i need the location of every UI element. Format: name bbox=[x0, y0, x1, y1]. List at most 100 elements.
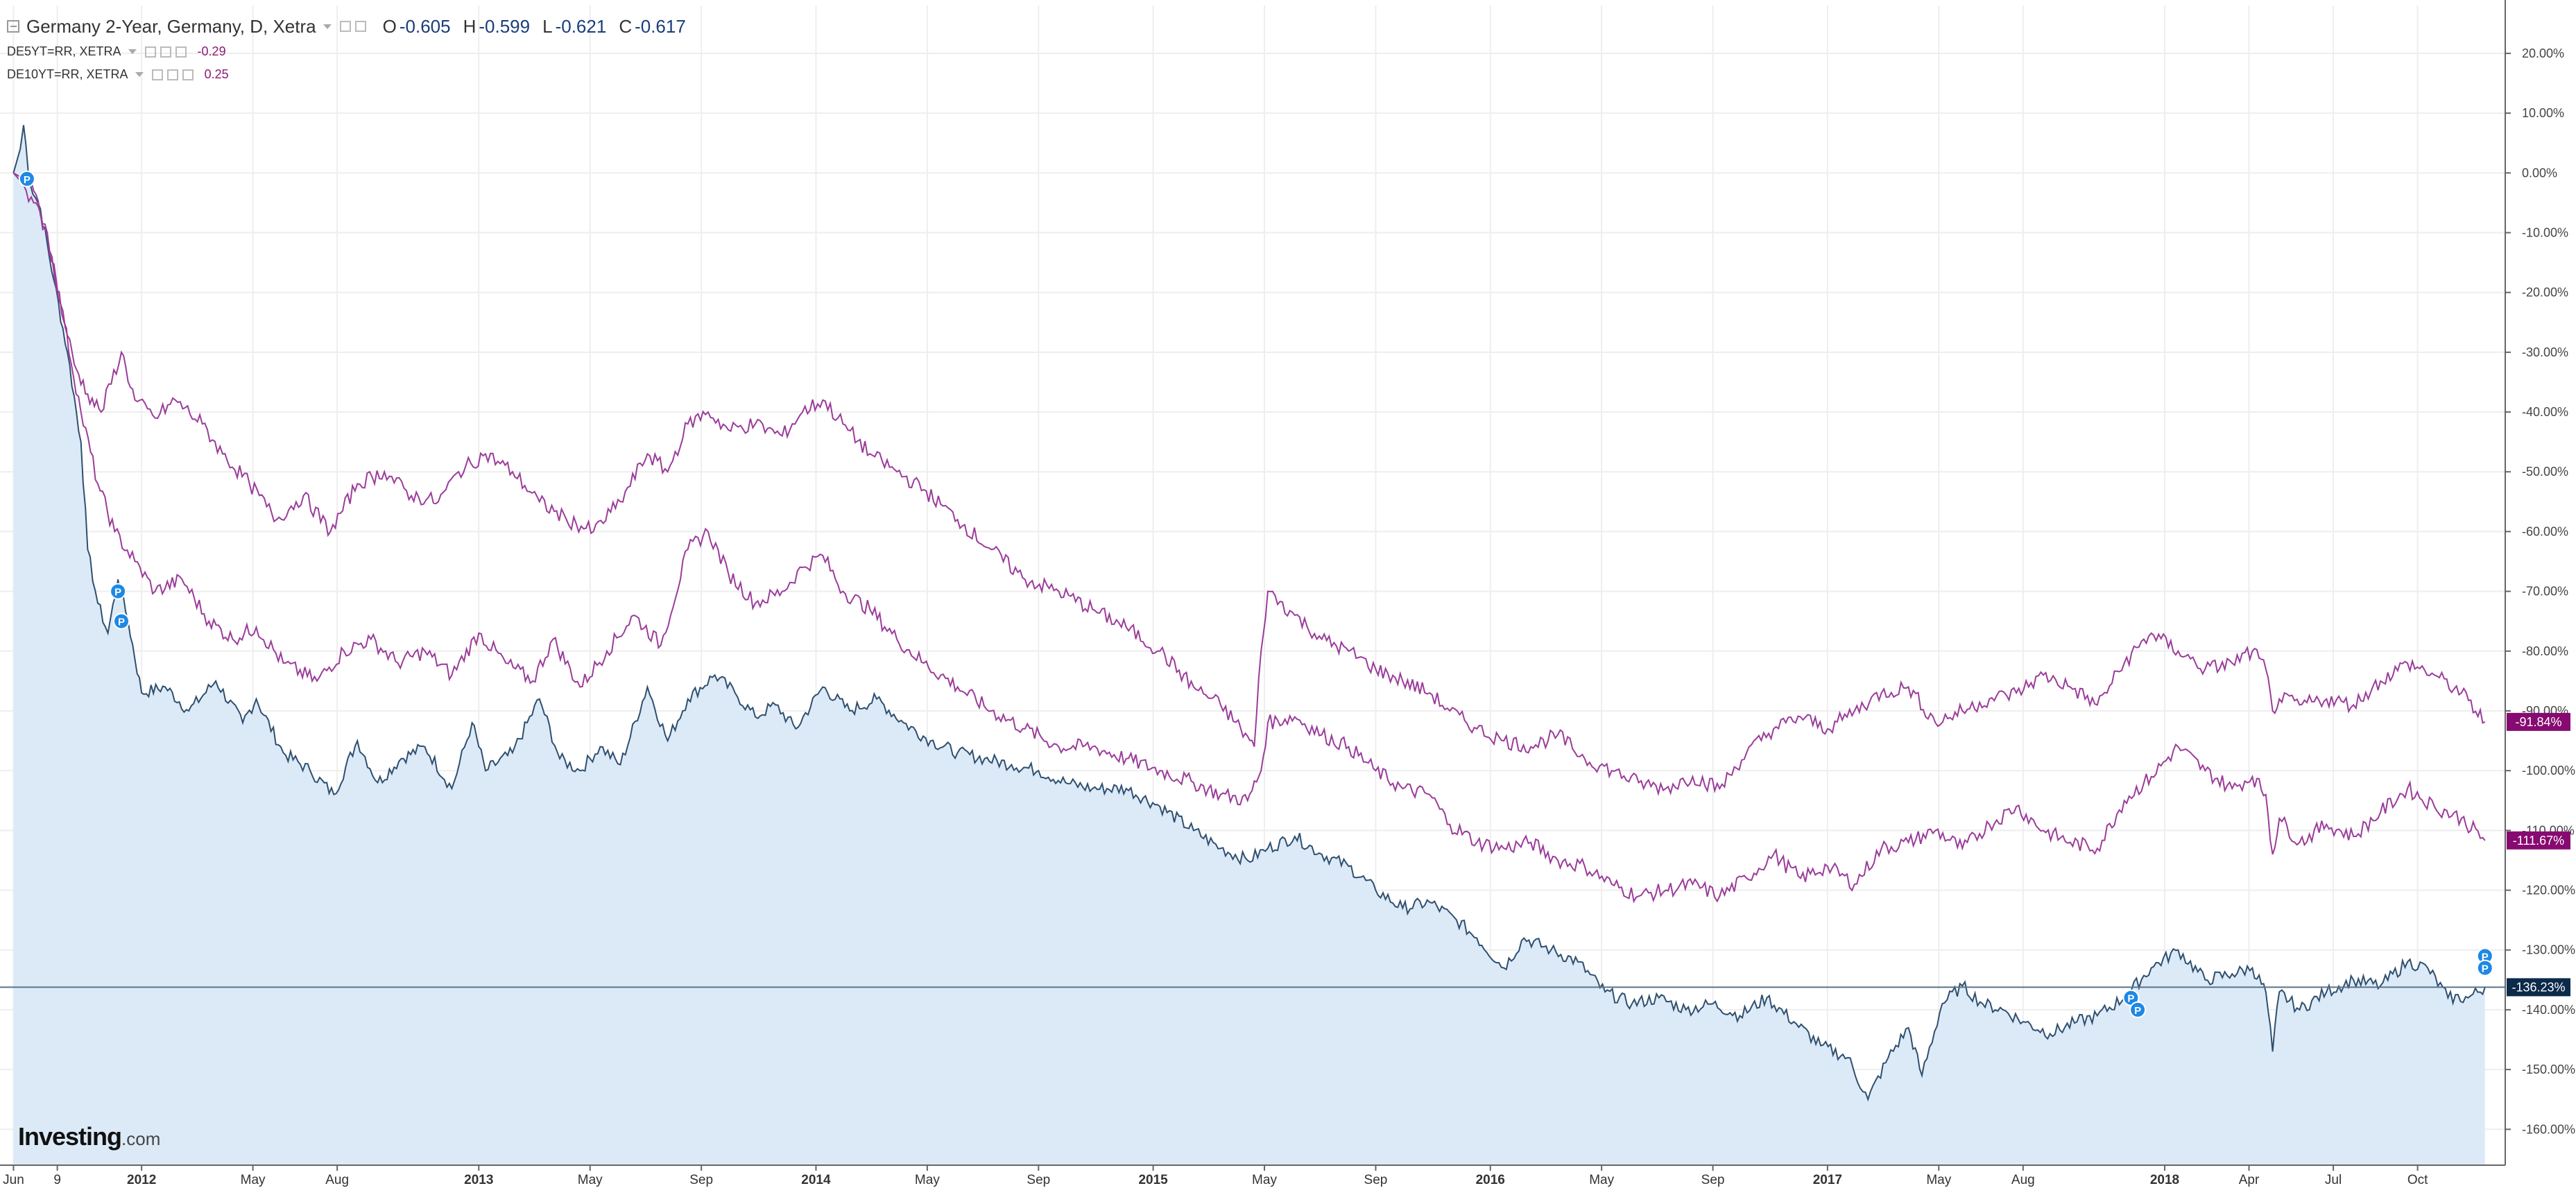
event-marker-label: P bbox=[24, 174, 31, 186]
chevron-down-icon[interactable] bbox=[323, 24, 332, 29]
compare-series-value: 0.25 bbox=[204, 67, 229, 81]
y-tick-label: -40.00% bbox=[2522, 405, 2568, 419]
y-tick-label: -80.00% bbox=[2522, 644, 2568, 658]
ohlc-low-key: L bbox=[542, 15, 553, 37]
series-line-compare bbox=[12, 172, 2486, 904]
y-tick-label: -50.00% bbox=[2522, 465, 2568, 479]
y-tick-label: -70.00% bbox=[2522, 585, 2568, 599]
chevron-down-icon[interactable] bbox=[135, 72, 144, 77]
y-tick-label: -160.00% bbox=[2522, 1122, 2575, 1136]
ohlc-low-value: -0.621 bbox=[555, 15, 607, 37]
series-line-main bbox=[12, 125, 2486, 1102]
event-marker-label: P bbox=[118, 617, 125, 628]
last-value-label: -111.67% bbox=[2513, 834, 2564, 848]
hide-icon[interactable] bbox=[354, 21, 366, 32]
x-tick-label: 2012 bbox=[127, 1173, 156, 1187]
y-tick-label: -140.00% bbox=[2522, 1003, 2575, 1017]
ohlc-high-value: -0.599 bbox=[479, 15, 531, 37]
x-tick-label: 2014 bbox=[801, 1173, 831, 1187]
event-marker-icon[interactable]: P bbox=[110, 583, 127, 600]
legend: Germany 2-Year, Germany, D, Xetra O -0.6… bbox=[7, 12, 686, 86]
compare-series-name[interactable]: DE10YT=RR, XETRA bbox=[7, 67, 128, 81]
x-tick-label: Apr bbox=[2239, 1173, 2260, 1187]
x-tick-label: 2018 bbox=[2150, 1173, 2179, 1187]
event-marker-circle bbox=[110, 583, 127, 600]
collapse-legend-icon[interactable] bbox=[7, 20, 19, 33]
event-marker-label: P bbox=[2482, 963, 2489, 975]
x-tick-label: Aug bbox=[2011, 1173, 2035, 1187]
series-area-fill bbox=[13, 125, 2485, 1165]
x-tick-label: May bbox=[1926, 1173, 1951, 1187]
x-tick-label: Jun bbox=[3, 1173, 24, 1187]
x-tick-label: May bbox=[915, 1173, 940, 1187]
y-tick-label: -60.00% bbox=[2522, 524, 2568, 538]
event-marker-circle bbox=[2476, 959, 2493, 977]
x-tick-label: May bbox=[241, 1173, 266, 1187]
x-tick-label: 2015 bbox=[1138, 1173, 1168, 1187]
chevron-down-icon[interactable] bbox=[128, 49, 137, 54]
y-tick-label: -130.00% bbox=[2522, 943, 2575, 957]
y-tick-label: -100.00% bbox=[2522, 764, 2575, 777]
x-tick-label: May bbox=[1252, 1173, 1277, 1187]
legend-compare-row[interactable]: DE10YT=RR, XETRA 0.25 bbox=[7, 63, 686, 86]
y-tick-label: 0.00% bbox=[2522, 166, 2557, 180]
hide-icon[interactable] bbox=[160, 46, 171, 58]
x-tick-label: 9 bbox=[53, 1173, 61, 1187]
x-tick-label: 2017 bbox=[1813, 1173, 1842, 1187]
main-series-name[interactable]: Germany 2-Year, Germany, D, Xetra bbox=[26, 15, 316, 37]
x-tick-label: Jul bbox=[2325, 1173, 2342, 1187]
last-value-label-bg bbox=[2507, 831, 2570, 850]
event-marker-icon[interactable]: P bbox=[2122, 989, 2140, 1006]
event-marker-icon[interactable]: P bbox=[2476, 959, 2493, 977]
logo-suffix: .com bbox=[121, 1128, 161, 1149]
x-tick-label: Sep bbox=[1701, 1173, 1725, 1187]
x-tick-label: Sep bbox=[689, 1173, 713, 1187]
ohlc-open-value: -0.605 bbox=[399, 15, 451, 37]
series-line-compare bbox=[12, 172, 2486, 797]
last-value-label: -136.23% bbox=[2511, 980, 2565, 994]
x-tick-label: Sep bbox=[1364, 1173, 1388, 1187]
compare-series-name[interactable]: DE5YT=RR, XETRA bbox=[7, 44, 121, 58]
hide-icon[interactable] bbox=[166, 69, 178, 80]
event-marker-circle bbox=[2129, 1001, 2147, 1018]
x-tick-label: 2013 bbox=[464, 1173, 493, 1187]
investing-logo: Investing.com bbox=[18, 1122, 160, 1151]
settings-icon[interactable] bbox=[339, 21, 351, 32]
ohlc-close-value: -0.617 bbox=[635, 15, 686, 37]
last-value-label: -91.84% bbox=[2515, 715, 2561, 729]
close-icon[interactable] bbox=[182, 69, 194, 80]
y-tick-label: -10.00% bbox=[2522, 226, 2568, 240]
settings-icon[interactable] bbox=[151, 69, 163, 80]
y-tick-label: -20.00% bbox=[2522, 286, 2568, 300]
y-tick-label: -30.00% bbox=[2522, 345, 2568, 359]
settings-icon[interactable] bbox=[144, 46, 156, 58]
x-tick-label: Aug bbox=[325, 1173, 349, 1187]
legend-compare-row[interactable]: DE5YT=RR, XETRA -0.29 bbox=[7, 40, 686, 63]
event-marker-icon[interactable]: P bbox=[113, 612, 130, 630]
event-marker-label: P bbox=[2482, 951, 2489, 963]
x-tick-label: Sep bbox=[1027, 1173, 1050, 1187]
x-tick-label: May bbox=[578, 1173, 603, 1187]
ohlc-close-key: C bbox=[619, 15, 633, 37]
x-tick-label: Oct bbox=[2407, 1173, 2428, 1187]
event-marker-circle bbox=[18, 170, 35, 187]
last-value-label-bg bbox=[2507, 978, 2570, 997]
event-marker-icon[interactable]: P bbox=[2129, 1001, 2147, 1018]
event-marker-label: P bbox=[114, 587, 121, 599]
y-tick-label: -150.00% bbox=[2522, 1063, 2575, 1076]
ohlc-open-key: O bbox=[382, 15, 397, 37]
event-marker-circle bbox=[113, 612, 130, 630]
event-marker-icon[interactable]: P bbox=[18, 170, 35, 187]
close-icon[interactable] bbox=[175, 46, 187, 58]
x-tick-label: 2016 bbox=[1476, 1173, 1505, 1187]
y-tick-label: 10.00% bbox=[2522, 106, 2564, 120]
last-value-label-bg bbox=[2507, 712, 2570, 731]
ohlc-high-key: H bbox=[463, 15, 476, 37]
event-marker-label: P bbox=[2127, 993, 2134, 1005]
y-tick-label: 20.00% bbox=[2522, 46, 2564, 60]
compare-series-value: -0.29 bbox=[197, 44, 226, 58]
x-tick-label: May bbox=[1589, 1173, 1614, 1187]
legend-main-row[interactable]: Germany 2-Year, Germany, D, Xetra O -0.6… bbox=[7, 12, 686, 40]
